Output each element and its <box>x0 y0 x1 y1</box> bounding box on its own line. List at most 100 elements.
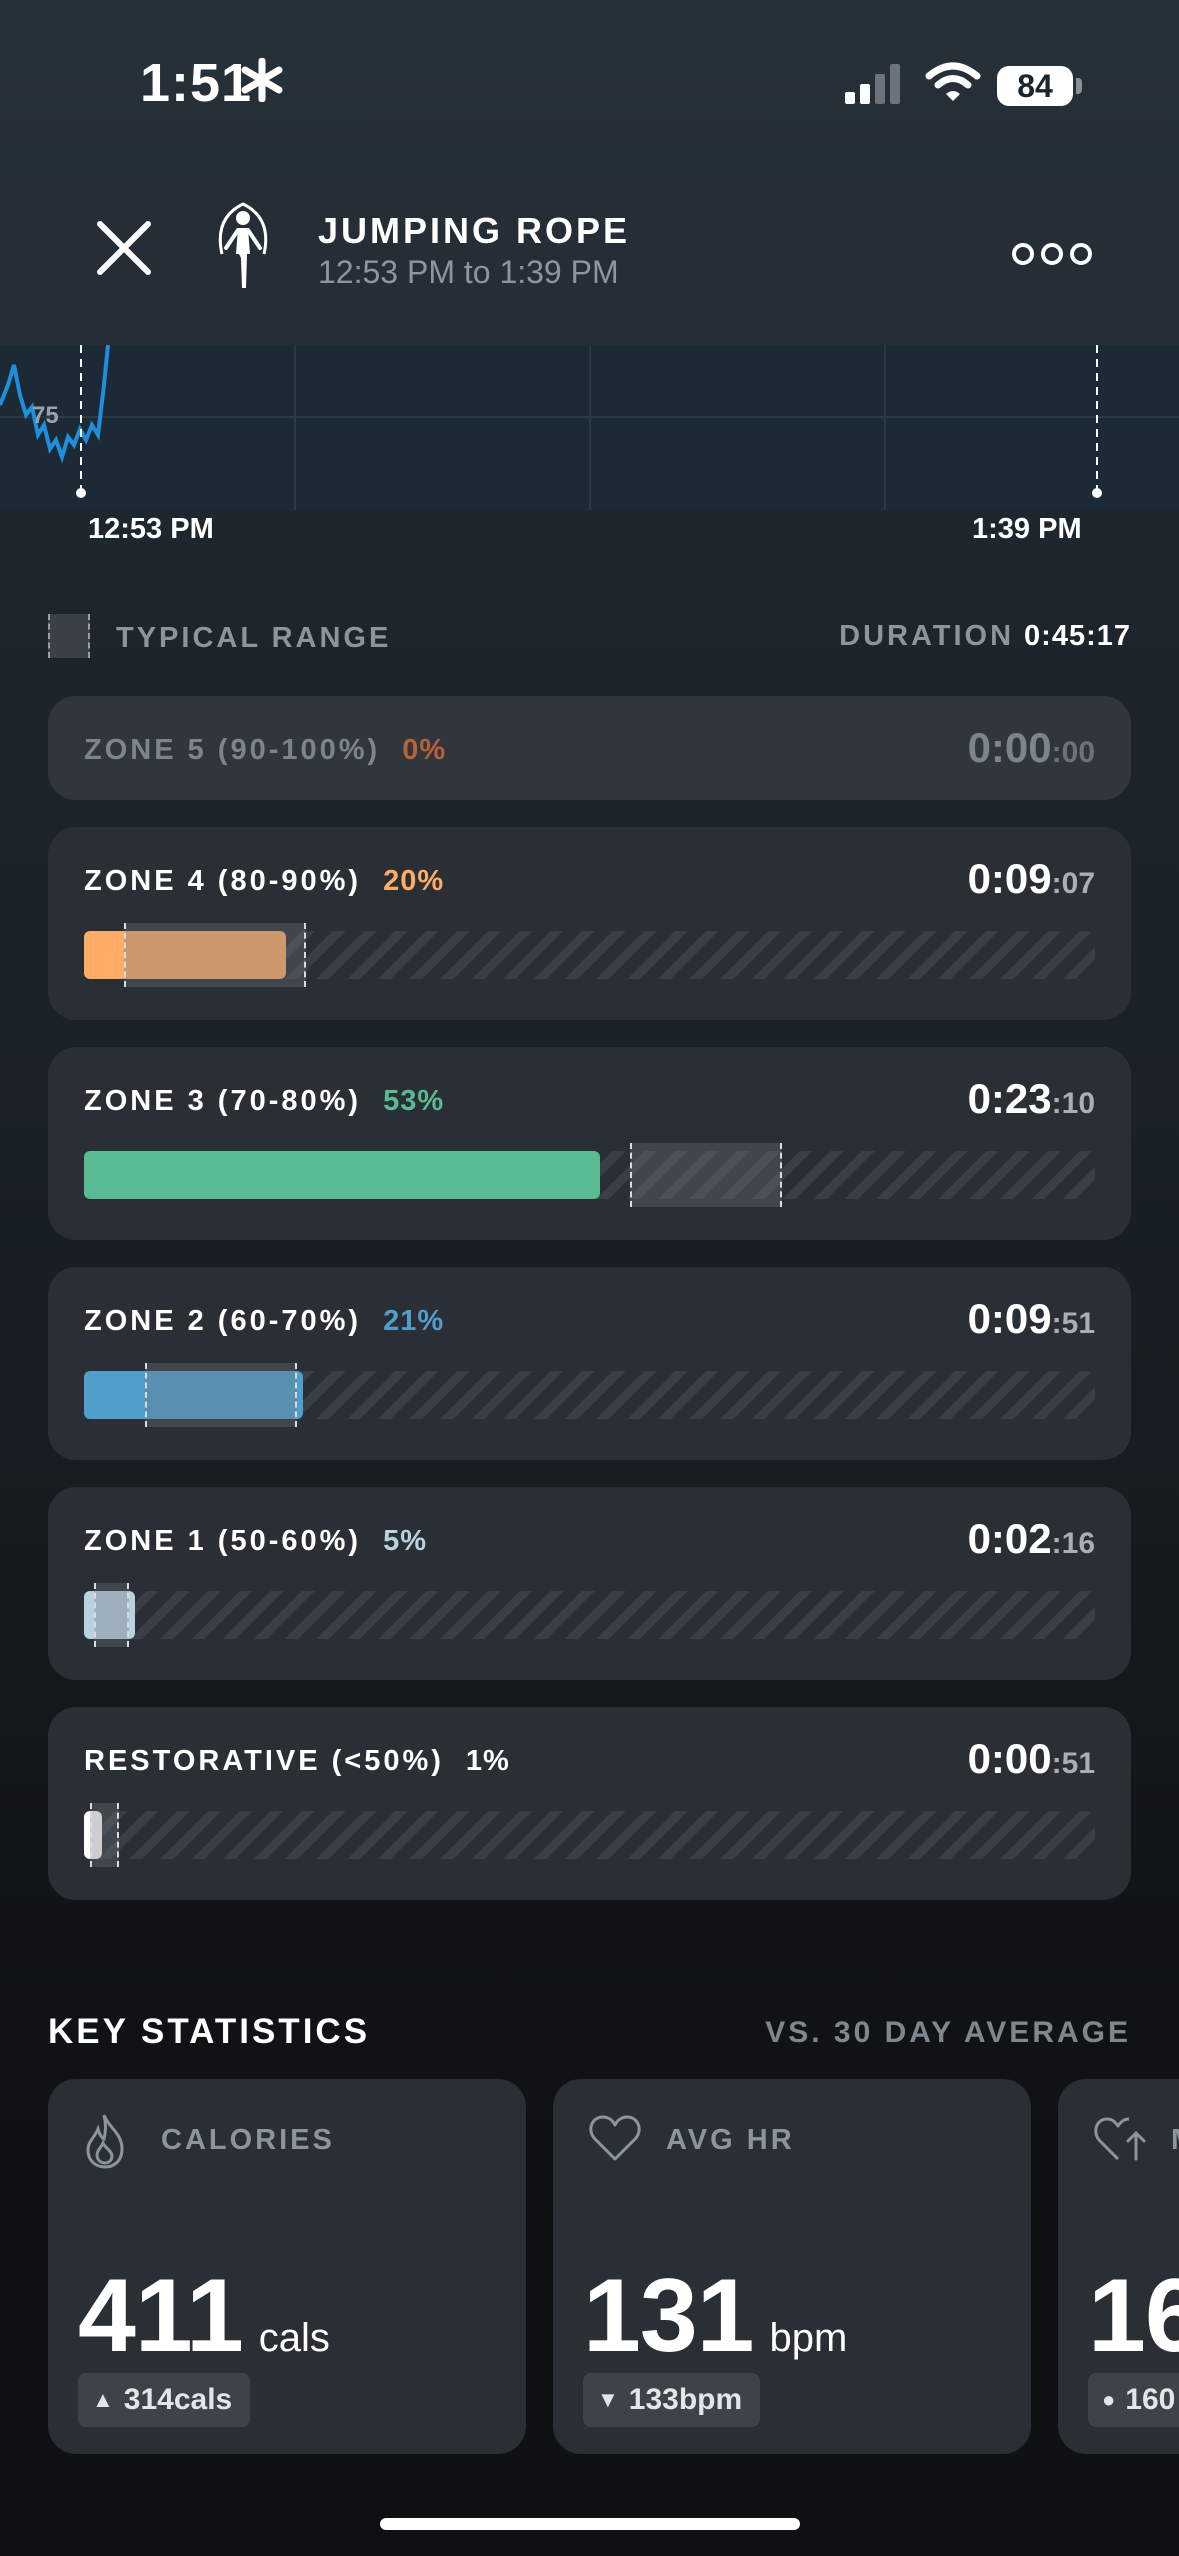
battery-tip <box>1076 78 1082 94</box>
zone-card[interactable]: ZONE 3 (70-80%) 53% 0:23:10 <box>48 1047 1131 1240</box>
zone-progress-fill <box>84 1371 303 1419</box>
zone-time-seconds: :51 <box>1051 1307 1095 1340</box>
zone-title: ZONE 5 (90-100%) 0% <box>84 734 446 767</box>
more-options-icon[interactable] <box>1010 240 1094 268</box>
zone-title: RESTORATIVE (<50%) 1% <box>84 1745 510 1778</box>
zone-name: RESTORATIVE (<50%) <box>84 1745 444 1777</box>
zone-typical-range <box>630 1143 782 1207</box>
duration-value: 0:45:17 <box>1024 620 1131 652</box>
zone-time-minutes: 0:09 <box>967 855 1052 902</box>
typical-range-swatch <box>48 614 90 658</box>
y-marker-label: 75 <box>32 402 59 429</box>
workout-header: JUMPING ROPE 12:53 PM to 1:39 PM <box>0 170 1179 345</box>
down-arrow-icon: ▼ <box>597 2387 619 2412</box>
zone-title: ZONE 1 (50-60%) 5% <box>84 1525 427 1558</box>
max-hr-average-badge: ● 160 <box>1088 2373 1179 2427</box>
chart-end-time: 1:39 PM <box>972 513 1082 545</box>
zone-progress-fill <box>84 1591 135 1639</box>
zone-card[interactable]: ZONE 4 (80-90%) 20% 0:09:07 <box>48 827 1131 1020</box>
asterisk-icon <box>241 58 283 102</box>
zone-percentage: 1% <box>465 1745 510 1777</box>
stat-card-avg-hr[interactable]: AVG HR 131 bpm ▼ 133bpm <box>553 2079 1031 2454</box>
up-arrow-icon: ▲ <box>92 2387 114 2412</box>
zone-name: ZONE 5 (90-100%) <box>84 734 381 766</box>
calories-unit: cals <box>258 2316 330 2360</box>
avg-hr-unit: bpm <box>769 2316 848 2360</box>
heart-rate-line <box>0 344 110 464</box>
zone-time-minutes: 0:00 <box>967 724 1052 771</box>
avg-hr-label: AVG HR <box>666 2124 795 2156</box>
zone-time-seconds: :16 <box>1051 1527 1095 1560</box>
zone-time: 0:09:07 <box>968 855 1095 903</box>
avg-hr-number: 131 <box>583 2258 755 2374</box>
calories-value: 411 cals <box>78 2257 330 2376</box>
avg-hr-average: 133bpm <box>628 2383 743 2416</box>
zone-time: 0:23:10 <box>968 1075 1095 1123</box>
calories-average: 314cals <box>123 2383 233 2416</box>
zone-percentage: 53% <box>383 1085 445 1117</box>
home-indicator[interactable] <box>380 2518 800 2530</box>
zone-time-seconds: :10 <box>1051 1087 1095 1120</box>
stat-card-max-hr[interactable]: M 16 ● 160 <box>1058 2079 1179 2454</box>
heart-icon <box>589 2115 641 2161</box>
chart-start-time: 12:53 PM <box>88 513 214 545</box>
activity-title: JUMPING ROPE <box>318 210 631 251</box>
max-hr-number: 16 <box>1088 2258 1179 2374</box>
status-bar: 1:51 84 <box>0 0 1179 170</box>
zone-time-seconds: :51 <box>1051 1747 1095 1780</box>
heart-up-icon <box>1094 2117 1146 2161</box>
zone-card[interactable]: ZONE 1 (50-60%) 5% 0:02:16 <box>48 1487 1131 1680</box>
stat-card-calories[interactable]: CALORIES 411 cals ▲ 314cals <box>48 2079 526 2454</box>
zone-card[interactable]: ZONE 5 (90-100%) 0% 0:00:00 <box>48 696 1131 800</box>
zone-percentage: 5% <box>383 1525 427 1557</box>
cellular-signal-icon <box>845 64 900 104</box>
zone-name: ZONE 3 (70-80%) <box>84 1085 362 1117</box>
zone-percentage: 20% <box>383 865 445 897</box>
zone-percentage: 0% <box>402 734 447 766</box>
zone-name: ZONE 4 (80-90%) <box>84 865 362 897</box>
zone-typical-range <box>90 1803 119 1867</box>
zone-card[interactable]: ZONE 2 (60-70%) 21% 0:09:51 <box>48 1267 1131 1460</box>
zone-typical-range <box>124 923 306 987</box>
avg-hr-value: 131 bpm <box>583 2257 847 2376</box>
zone-time-seconds: :07 <box>1051 867 1095 900</box>
zone-time-minutes: 0:23 <box>967 1075 1052 1122</box>
duration-label: DURATION <box>839 620 1015 652</box>
zone-card[interactable]: RESTORATIVE (<50%) 1% 0:00:51 <box>48 1707 1131 1900</box>
flame-icon <box>86 2114 124 2169</box>
zones-legend: TYPICAL RANGE DURATION 0:45:17 <box>48 612 1131 662</box>
zone-time-minutes: 0:02 <box>967 1515 1052 1562</box>
status-time: 1:51 <box>140 53 253 113</box>
max-hr-value: 16 <box>1088 2257 1179 2376</box>
wifi-icon <box>925 62 981 101</box>
comparison-label[interactable]: VS. 30 DAY AVERAGE <box>765 2016 1131 2049</box>
avg-hr-average-badge: ▼ 133bpm <box>583 2373 761 2427</box>
zone-progress-track <box>84 1363 1095 1427</box>
start-marker <box>76 488 86 498</box>
duration-summary: DURATION 0:45:17 <box>839 620 1131 653</box>
zone-progress-track <box>84 1583 1095 1647</box>
zone-progress-track <box>84 1803 1095 1867</box>
close-icon[interactable] <box>96 220 152 276</box>
battery-level: 84 <box>1017 67 1053 104</box>
dot-icon: ● <box>1102 2387 1116 2412</box>
calories-average-badge: ▲ 314cals <box>78 2373 251 2427</box>
end-marker <box>1092 488 1102 498</box>
zone-progress-fill <box>84 1811 102 1859</box>
zone-time: 0:09:51 <box>968 1295 1095 1343</box>
zone-percentage: 21% <box>383 1305 445 1337</box>
zone-name: ZONE 2 (60-70%) <box>84 1305 362 1337</box>
zone-time-minutes: 0:00 <box>967 1735 1052 1782</box>
chart-canvas: 75 <box>0 344 1179 510</box>
key-statistics-heading: KEY STATISTICS <box>48 2012 371 2051</box>
zone-title: ZONE 2 (60-70%) 21% <box>84 1305 444 1338</box>
zone-progress-track <box>84 1143 1095 1207</box>
zone-time: 0:02:16 <box>968 1515 1095 1563</box>
heart-rate-chart[interactable]: 75 12:53 PM 1:39 PM <box>0 344 1179 550</box>
calories-number: 411 <box>78 2258 244 2374</box>
zone-name: ZONE 1 (50-60%) <box>84 1525 362 1557</box>
zone-progress-fill <box>84 1151 600 1199</box>
typical-range-label: TYPICAL RANGE <box>116 622 392 654</box>
zone-title: ZONE 4 (80-90%) 20% <box>84 865 444 898</box>
